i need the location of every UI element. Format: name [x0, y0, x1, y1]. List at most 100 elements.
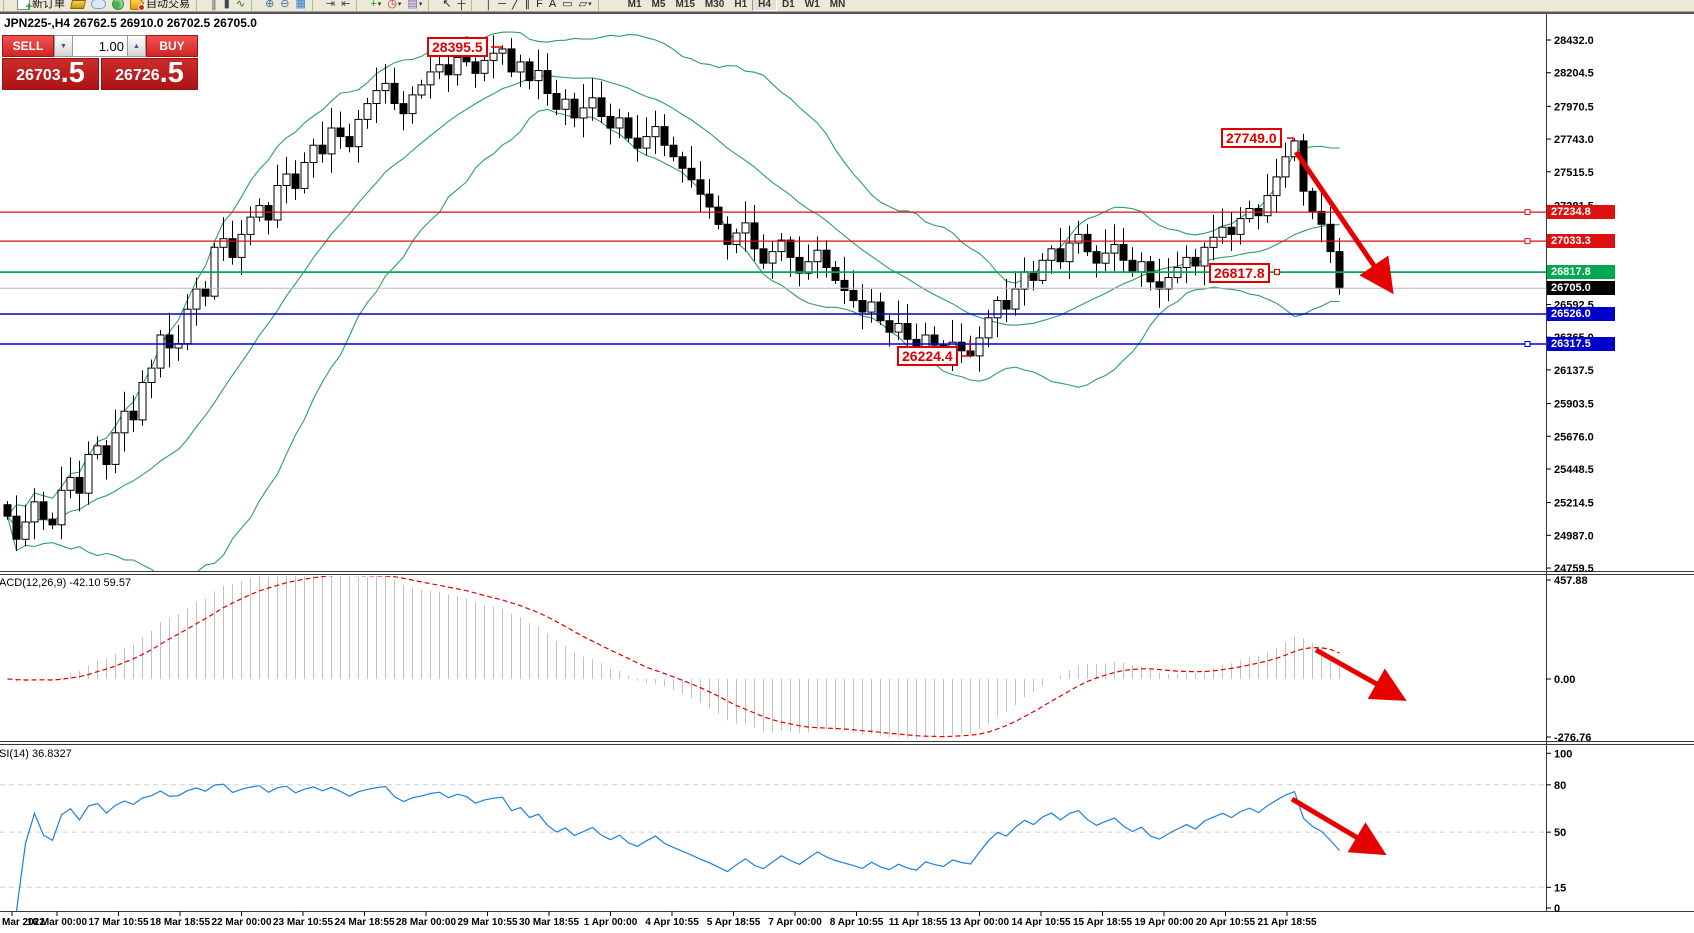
vertical-line-icon-glyph: │	[485, 0, 493, 10]
svg-text:7 Apr 00:00: 7 Apr 00:00	[768, 917, 822, 928]
zoom-in-icon[interactable]: ⊕	[262, 0, 277, 11]
svg-text:25214.5: 25214.5	[1554, 498, 1594, 510]
timeframe-mn[interactable]: MN	[829, 0, 846, 10]
svg-text:29 Mar 10:55: 29 Mar 10:55	[457, 917, 517, 928]
equidistant-channel-icon[interactable]: ∥	[522, 0, 534, 11]
line-chart-icon-glyph: ∿	[235, 0, 246, 10]
buy-price-pips: .5	[159, 57, 184, 89]
chart-shift-icon-glyph: ⇤	[341, 0, 351, 10]
trendline-icon[interactable]: ╱	[509, 0, 522, 11]
sell-price-pips: .5	[60, 57, 85, 89]
svg-text:27970.5: 27970.5	[1554, 101, 1594, 113]
dropdown-caret-icon: ▾	[588, 1, 592, 8]
horizontal-level-lines	[0, 209, 1546, 347]
svg-text:5 Apr 18:55: 5 Apr 18:55	[707, 917, 761, 928]
macd-layer	[7, 576, 1340, 740]
toolbar-separator	[471, 0, 479, 11]
svg-text:20 Apr 10:55: 20 Apr 10:55	[1196, 917, 1256, 928]
svg-text:17 Mar 10:55: 17 Mar 10:55	[88, 917, 148, 928]
indicators-button[interactable]: + ▾	[367, 0, 384, 11]
lot-size-input[interactable]	[73, 35, 127, 57]
chart-shift-icon[interactable]: ⇤	[338, 0, 353, 11]
axes-layer: 28432.028204.527970.527743.027515.527281…	[0, 14, 1694, 928]
annotation-high-28395[interactable]: 28395.5	[427, 37, 488, 57]
buy-button[interactable]: BUY	[146, 35, 198, 57]
shapes-button[interactable]: ▱ ▾	[576, 0, 595, 11]
templates-button[interactable]: ▤ ▾	[404, 0, 425, 11]
auto-trading-glyph	[130, 0, 145, 11]
svg-text:18 Mar 18:55: 18 Mar 18:55	[150, 917, 210, 928]
chart-title-ohlc: JPN225-,H4 26762.5 26910.0 26702.5 26705…	[4, 16, 257, 30]
one-click-trading-panel: SELL ▼ ▲ BUY 26703 .5 26726 .5	[2, 35, 198, 90]
svg-text:1 Apr 00:00: 1 Apr 00:00	[584, 917, 638, 928]
dropdown-caret-icon: ▾	[397, 1, 402, 8]
text-label-icon-glyph: ▭	[562, 0, 573, 10]
timeframe-m15[interactable]: M15	[675, 0, 695, 10]
annotation-support-26817[interactable]: 26817.8	[1209, 263, 1270, 283]
svg-text:50: 50	[1554, 827, 1566, 839]
cursor-icon[interactable]: ↖	[439, 0, 454, 11]
timeframe-m1[interactable]: M1	[627, 0, 642, 10]
timeframe-h1[interactable]: H1	[734, 0, 748, 10]
annotation-peak-27749[interactable]: 27749.0	[1221, 128, 1282, 148]
cursor-icon-glyph: ↖	[442, 0, 452, 10]
tile-windows-icon[interactable]: ▦	[293, 0, 309, 11]
buy-price-main: 26726	[115, 67, 160, 84]
lot-increase-button[interactable]: ▲	[127, 35, 146, 57]
svg-text:24987.0: 24987.0	[1554, 530, 1594, 542]
gold-bars-icon[interactable]	[68, 0, 88, 11]
signal-icon[interactable]	[109, 0, 127, 11]
zoom-in-icon-glyph: ⊕	[265, 0, 275, 10]
fibonacci-icon[interactable]: F	[533, 0, 546, 11]
signal-icon-glyph	[112, 0, 124, 10]
new-order-button-label: 新订单	[32, 0, 65, 10]
candlestick-chart-icon[interactable]: ▮	[221, 0, 233, 11]
svg-text:-276.76: -276.76	[1554, 732, 1591, 744]
bar-chart-icon[interactable]: ║	[207, 0, 221, 11]
crosshair-icon[interactable]: ┼	[455, 0, 469, 11]
main-toolbar: 新订单自动交易║▮∿⊕⊖▦⇥⇤+▾◷▾▤▾↖┼│─╱∥FA▭▱▾M1M5M15M…	[0, 0, 1694, 12]
toolbar-separator	[196, 0, 204, 11]
annotation-low-26224[interactable]: 26224.4	[897, 346, 958, 366]
sell-button[interactable]: SELL	[2, 35, 54, 57]
new-order-button[interactable]: 新订单	[14, 0, 68, 11]
vertical-line-icon[interactable]: │	[482, 0, 495, 11]
svg-text:457.88: 457.88	[1554, 575, 1588, 587]
text-label-icon[interactable]: ▭	[559, 0, 575, 11]
svg-text:25448.5: 25448.5	[1554, 464, 1594, 476]
horizontal-line-icon[interactable]: ─	[495, 0, 509, 11]
cloud-icon[interactable]	[88, 0, 109, 11]
timeframe-toolbar: M1 M5 M15 M30 H1 H4 D1 W1 MN	[623, 0, 851, 11]
toolbar-separator	[3, 0, 11, 11]
indicators-button-glyph: +	[370, 0, 377, 10]
toolbar-separator	[251, 0, 259, 11]
svg-text:21 Apr 18:55: 21 Apr 18:55	[1257, 917, 1317, 928]
timeframe-h4[interactable]: H4	[752, 0, 777, 11]
svg-text:0: 0	[1554, 903, 1560, 915]
lot-decrease-button[interactable]: ▼	[54, 35, 73, 57]
svg-text:0.00: 0.00	[1554, 674, 1575, 686]
cloud-icon-glyph	[91, 0, 106, 9]
svg-text:8 Apr 10:55: 8 Apr 10:55	[830, 917, 884, 928]
text-icon[interactable]: A	[546, 0, 559, 11]
zoom-out-icon[interactable]: ⊖	[277, 0, 292, 11]
timeframe-w1[interactable]: W1	[804, 0, 820, 10]
line-chart-icon[interactable]: ∿	[233, 0, 248, 11]
svg-text:22 Mar 00:00: 22 Mar 00:00	[211, 917, 271, 928]
timeframe-m30[interactable]: M30	[704, 0, 725, 10]
price-level-axis-label: 27033.3	[1547, 234, 1615, 248]
svg-text:15: 15	[1554, 882, 1566, 894]
crosshair-icon-glyph: ┼	[457, 0, 466, 10]
periods-button[interactable]: ◷ ▾	[384, 0, 404, 11]
buy-price-display[interactable]: 26726 .5	[101, 58, 198, 90]
auto-scroll-icon[interactable]: ⇥	[323, 0, 338, 11]
timeframe-d1[interactable]: D1	[781, 0, 795, 10]
auto-trading-button[interactable]: 自动交易	[127, 0, 193, 11]
svg-text:80: 80	[1554, 780, 1566, 792]
sell-price-display[interactable]: 26703 .5	[2, 58, 99, 90]
timeframe-m5[interactable]: M5	[651, 0, 666, 10]
svg-text:30 Mar 18:55: 30 Mar 18:55	[519, 917, 579, 928]
price-level-axis-label: 26705.0	[1547, 281, 1615, 295]
